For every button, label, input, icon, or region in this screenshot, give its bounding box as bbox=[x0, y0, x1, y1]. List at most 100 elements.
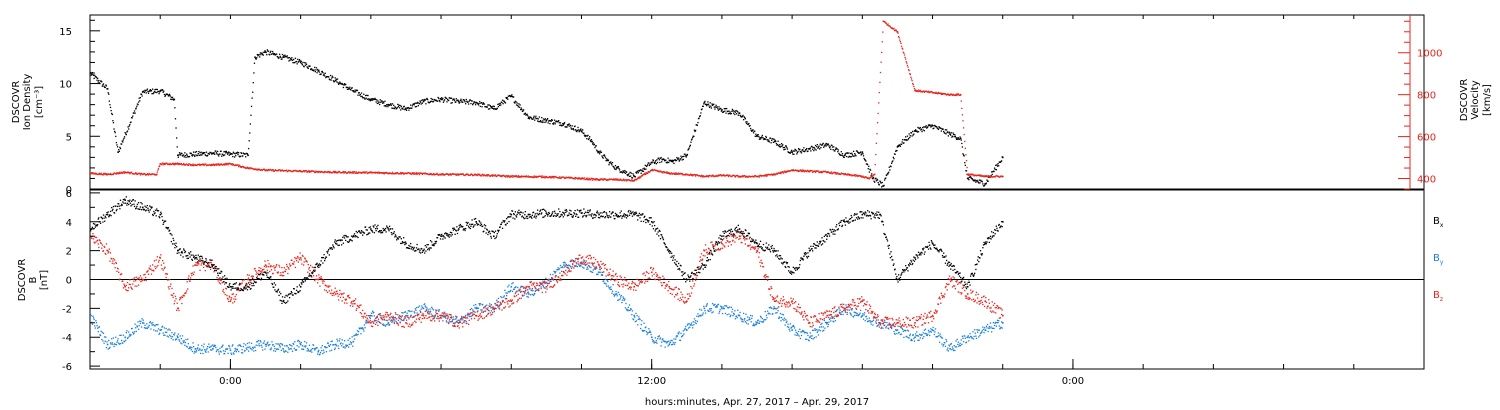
velocity-series-sample bbox=[840, 173, 842, 176]
bz-series-sample bbox=[229, 296, 231, 299]
by-series-sample bbox=[968, 337, 971, 339]
by-series-sample bbox=[592, 269, 594, 271]
by-series-sample bbox=[694, 321, 696, 324]
ion-density-series-sample bbox=[813, 147, 816, 149]
ion-density-series-sample bbox=[537, 118, 539, 120]
ion-density-series-sample bbox=[401, 107, 404, 110]
ion-density-series-sample bbox=[593, 143, 596, 145]
velocity-series-point bbox=[873, 173, 876, 176]
velocity-series-sample bbox=[185, 163, 188, 165]
ion-density-series-sample bbox=[773, 138, 775, 140]
velocity-series-sample bbox=[835, 173, 838, 175]
by-series-sample bbox=[319, 351, 322, 354]
velocity-series-sample bbox=[109, 173, 111, 176]
by-series-sample bbox=[263, 340, 266, 342]
bz-series-sample bbox=[195, 264, 198, 266]
by-series-sample bbox=[958, 344, 961, 346]
ion-density-series-sample bbox=[689, 144, 691, 146]
ion-density-series-sample bbox=[644, 168, 646, 170]
by-series-sample bbox=[742, 321, 744, 323]
ion-density-series-sample bbox=[841, 154, 843, 157]
by-series-sample bbox=[948, 345, 951, 347]
by-series-sample bbox=[766, 317, 768, 319]
ion-density-series-sample bbox=[635, 171, 637, 174]
by-series-sample bbox=[943, 344, 945, 346]
ion-density-series-sample bbox=[617, 167, 619, 169]
by-series-sample bbox=[453, 322, 456, 325]
by-series-sample bbox=[328, 345, 331, 348]
velocity-series-sample bbox=[316, 171, 319, 173]
by-series-sample bbox=[381, 324, 384, 326]
ion-density-series-sample bbox=[538, 120, 540, 123]
velocity-series-sample bbox=[467, 173, 469, 176]
velocity-series-sample bbox=[357, 172, 359, 174]
by-series-sample bbox=[871, 320, 873, 323]
ion-density-series-sample bbox=[776, 143, 779, 146]
ion-density-series-sample bbox=[805, 149, 807, 151]
ion-density-series-sample bbox=[460, 98, 462, 100]
ion-density-series-sample bbox=[328, 76, 330, 78]
ion-density-series-sample bbox=[269, 54, 271, 56]
ion-density-series-sample bbox=[192, 151, 195, 153]
ion-density-series-sample bbox=[868, 171, 871, 173]
by-series-sample bbox=[276, 348, 278, 350]
by-series-sample bbox=[557, 267, 559, 269]
ion-density-series-sample bbox=[515, 104, 518, 106]
velocity-series-sample bbox=[180, 162, 182, 165]
ion-density-series-sample bbox=[812, 146, 814, 149]
ion-density-series-sample bbox=[302, 61, 304, 64]
ion-density-series-sample bbox=[772, 138, 774, 140]
by-series-sample bbox=[772, 313, 774, 315]
ion-density-series-point bbox=[177, 154, 179, 157]
by-series-sample bbox=[875, 321, 877, 323]
by-series-sample bbox=[416, 312, 418, 314]
velocity-series-sample bbox=[395, 173, 397, 175]
velocity-series-sample bbox=[647, 170, 649, 173]
velocity-series-sample bbox=[343, 172, 345, 174]
ion-density-series-sample bbox=[398, 107, 401, 109]
ion-density-series-sample bbox=[397, 105, 400, 108]
velocity-series-sample bbox=[421, 172, 423, 174]
by-series-sample bbox=[150, 322, 153, 324]
by-series-sample bbox=[321, 349, 323, 352]
by-series-sample bbox=[747, 316, 749, 318]
by-series-sample bbox=[893, 330, 895, 333]
by-series-sample bbox=[229, 347, 231, 349]
ion-density-series-sample bbox=[221, 155, 223, 157]
ion-density-series-sample bbox=[795, 150, 797, 152]
velocity-series-sample bbox=[675, 172, 677, 174]
ion-density-series-sample bbox=[305, 62, 307, 64]
bz-series-sample bbox=[153, 270, 155, 272]
ion-density-series-sample bbox=[733, 110, 735, 112]
by-series-sample bbox=[464, 320, 466, 322]
by-series-sample bbox=[452, 316, 455, 318]
by-series-sample bbox=[870, 323, 872, 325]
velocity-series-sample bbox=[308, 171, 311, 173]
by-series-sample bbox=[833, 321, 835, 323]
by-series-sample bbox=[483, 310, 486, 312]
ion-density-series-sample bbox=[734, 113, 736, 116]
ion-density-series-sample bbox=[825, 145, 827, 147]
ion-density-series-sample bbox=[783, 149, 785, 151]
velocity-series-sample bbox=[884, 21, 886, 23]
bz-series-sample bbox=[197, 264, 199, 266]
by-series-sample bbox=[131, 327, 133, 330]
by-series-sample bbox=[785, 321, 787, 324]
by-series-sample bbox=[625, 308, 628, 310]
ion-density-series-sample bbox=[309, 65, 311, 67]
by-series-sample bbox=[786, 326, 789, 328]
by-series-sample bbox=[878, 326, 880, 328]
bz-series-sample bbox=[202, 266, 205, 269]
velocity-series-sample bbox=[474, 173, 476, 175]
by-series-sample bbox=[783, 319, 785, 321]
by-series-sample bbox=[199, 348, 201, 350]
ion-density-series-sample bbox=[996, 164, 998, 166]
velocity-series-sample bbox=[223, 164, 226, 166]
by-series-sample bbox=[623, 299, 625, 301]
by-series-sample bbox=[897, 325, 899, 327]
bz-series-sample bbox=[213, 271, 215, 273]
by-series-sample bbox=[579, 265, 581, 267]
ion-density-series-sample bbox=[590, 139, 593, 141]
by-series-sample bbox=[571, 259, 573, 261]
ion-density-series-sample bbox=[152, 92, 154, 95]
